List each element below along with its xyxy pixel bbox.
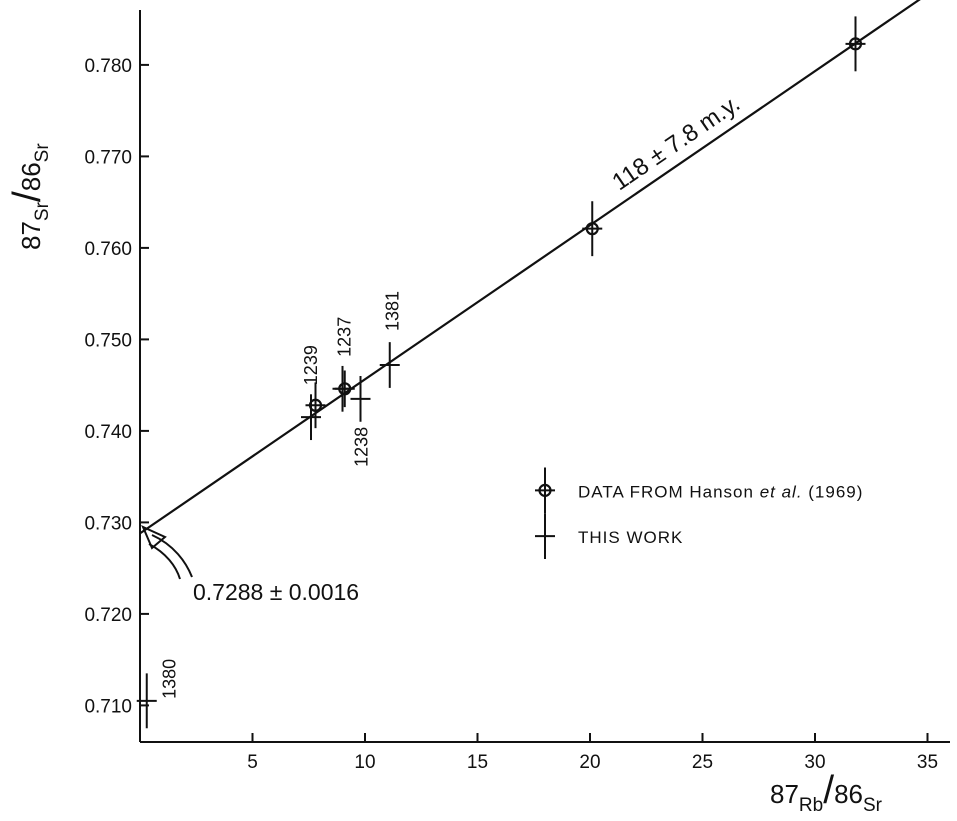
x-tick-label: 20 <box>579 752 600 773</box>
isochron-age-label: 118 ± 7.8 m.y. <box>607 90 745 196</box>
x-tick-label: 10 <box>354 752 375 773</box>
intercept-arrow-shaft <box>151 534 193 578</box>
sample-label: 1239 <box>301 345 321 385</box>
legend-item: THIS WORK <box>535 513 683 559</box>
axis-titles: 87Rb/86Sr 87Sr/86Sr <box>6 143 883 816</box>
intercept-arrow-head <box>141 525 167 550</box>
y-tick-label: 0.760 <box>84 239 132 260</box>
sample-label: 1237 <box>335 317 355 357</box>
this-work-data-point <box>301 394 321 441</box>
circle-marker <box>538 483 552 497</box>
circle-marker <box>848 37 863 51</box>
axes <box>139 10 950 743</box>
x-tick-label: 30 <box>804 752 825 773</box>
point-labels: 1239 1237 1238 1381 1380 <box>160 291 403 699</box>
legend: DATA FROM Hanson et al. (1969) THIS WORK <box>535 467 863 559</box>
y-axis-title: 87Sr/86Sr <box>6 143 53 250</box>
circle-marker <box>585 222 599 236</box>
sample-label: 1381 <box>383 291 403 331</box>
tick-group: 5 10 15 20 25 30 35 0.710 0.720 0.730 0.740 0.750 0.… <box>84 56 938 773</box>
y-tick-label: 0.710 <box>84 696 132 717</box>
hanson-data-point <box>845 16 866 72</box>
data-points <box>136 16 866 729</box>
x-axis-title: 87Rb/86Sr <box>770 769 883 816</box>
legend-item: DATA FROM Hanson et al. (1969) <box>535 467 863 514</box>
x-tick-label: 25 <box>692 752 713 773</box>
hanson-data-point <box>582 201 603 257</box>
hanson-data-point <box>305 382 326 429</box>
intercept-arrow-shaft-2 <box>148 543 181 580</box>
sample-label: 1380 <box>160 659 180 699</box>
this-work-data-point <box>332 365 353 412</box>
isochron-line-group: 118 ± 7.8 m.y. <box>139 0 921 535</box>
annotations: 0.7288 ± 0.0016 <box>141 525 359 605</box>
this-work-data-point <box>379 342 400 388</box>
this-work-data-point <box>136 673 157 729</box>
legend-label: DATA FROM Hanson et al. (1969) <box>578 482 863 501</box>
y-tick-label: 0.770 <box>84 147 132 168</box>
y-tick-label: 0.720 <box>84 605 132 626</box>
legend-label: THIS WORK <box>578 528 683 547</box>
sample-label: 1238 <box>352 427 372 467</box>
y-tick-label: 0.740 <box>84 422 132 443</box>
x-tick-label: 15 <box>467 752 488 773</box>
x-tick-label: 35 <box>917 752 938 773</box>
x-tick-label: 5 <box>247 752 258 773</box>
y-tick-label: 0.730 <box>84 513 132 534</box>
this-work-data-point <box>350 376 371 422</box>
y-tick-label: 0.780 <box>84 56 132 77</box>
y-tick-label: 0.750 <box>84 330 132 351</box>
intercept-label: 0.7288 ± 0.0016 <box>193 579 359 605</box>
isochron-line <box>139 0 921 535</box>
